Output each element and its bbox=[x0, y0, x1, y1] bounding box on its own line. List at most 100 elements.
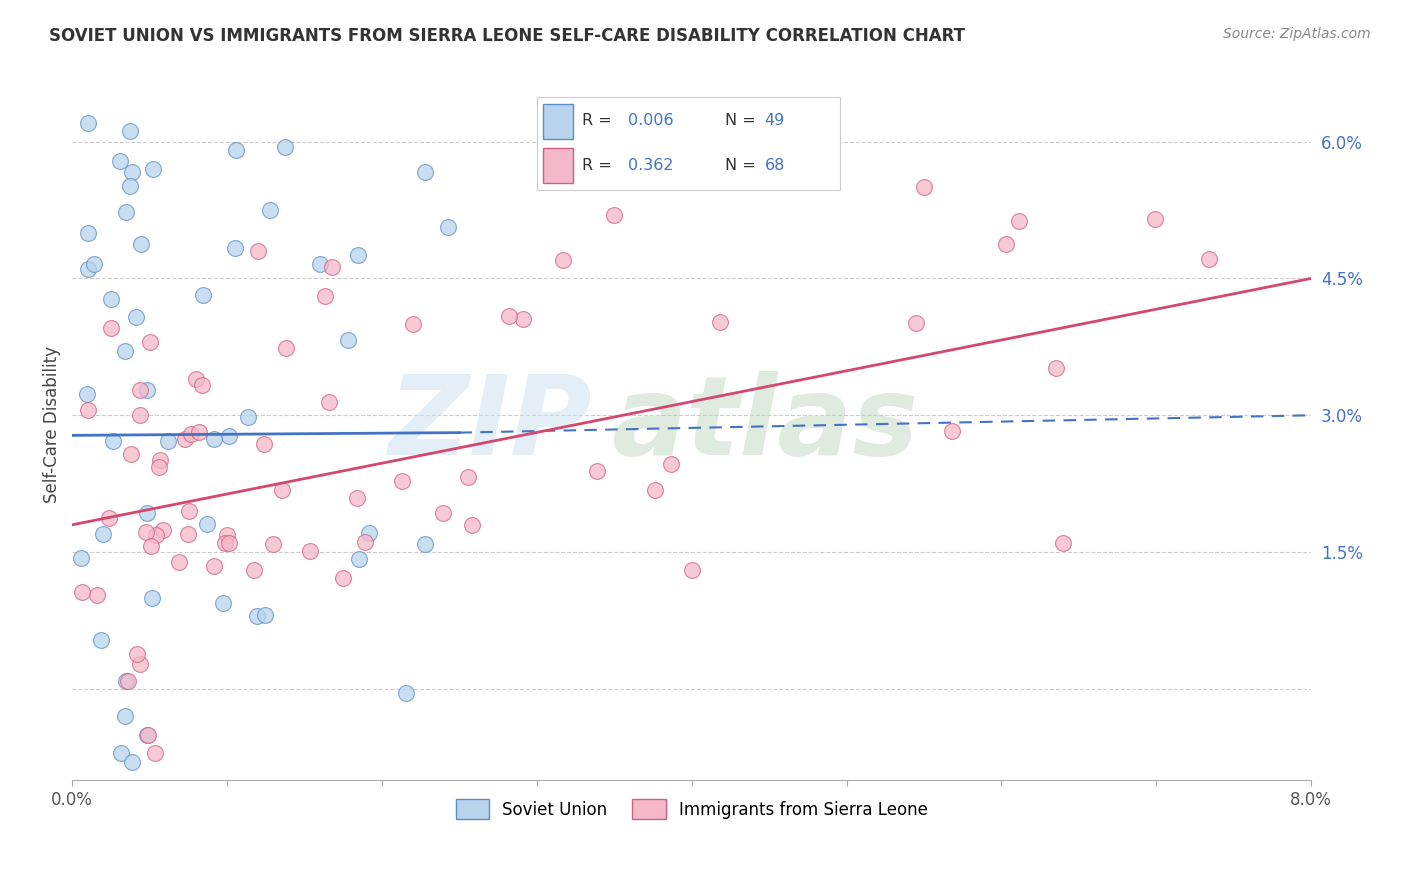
Point bbox=[413, 537, 436, 551]
Point bbox=[218, 428, 240, 442]
Point bbox=[148, 460, 170, 475]
Point bbox=[114, 344, 136, 359]
Point bbox=[136, 507, 159, 521]
Point bbox=[120, 124, 142, 138]
Point bbox=[314, 289, 336, 303]
Point bbox=[395, 685, 418, 699]
Point bbox=[457, 470, 479, 484]
Point bbox=[512, 311, 534, 326]
Point bbox=[114, 673, 136, 688]
Point bbox=[86, 588, 108, 602]
Point bbox=[120, 447, 142, 461]
Point bbox=[145, 528, 167, 542]
Point bbox=[415, 165, 437, 179]
Point bbox=[332, 571, 354, 585]
Point bbox=[346, 491, 368, 506]
Point bbox=[136, 384, 159, 398]
Point bbox=[149, 452, 172, 467]
Point bbox=[176, 526, 198, 541]
Point bbox=[118, 179, 141, 194]
Point bbox=[215, 528, 238, 542]
Point bbox=[69, 550, 91, 565]
Point bbox=[585, 465, 607, 479]
Point bbox=[259, 202, 281, 217]
Point bbox=[994, 236, 1017, 251]
Point bbox=[195, 516, 218, 531]
Text: SOVIET UNION VS IMMIGRANTS FROM SIERRA LEONE SELF-CARE DISABILITY CORRELATION CH: SOVIET UNION VS IMMIGRANTS FROM SIERRA L… bbox=[49, 27, 965, 45]
Point bbox=[224, 241, 246, 255]
Point bbox=[128, 657, 150, 671]
Point bbox=[101, 434, 124, 448]
Point bbox=[391, 475, 413, 489]
Point bbox=[357, 526, 380, 541]
Point bbox=[402, 317, 425, 331]
Point bbox=[135, 524, 157, 539]
Point bbox=[125, 310, 148, 324]
Point bbox=[276, 341, 298, 355]
Point bbox=[912, 180, 935, 194]
Text: Source: ZipAtlas.com: Source: ZipAtlas.com bbox=[1223, 27, 1371, 41]
Point bbox=[191, 288, 214, 302]
Point bbox=[136, 728, 159, 742]
Point bbox=[236, 409, 259, 424]
Point bbox=[318, 395, 340, 409]
Point bbox=[128, 408, 150, 422]
Legend: Soviet Union, Immigrants from Sierra Leone: Soviet Union, Immigrants from Sierra Leo… bbox=[449, 793, 935, 825]
Point bbox=[90, 633, 112, 648]
Point bbox=[76, 386, 98, 401]
Point bbox=[347, 248, 370, 262]
Point bbox=[76, 226, 98, 240]
Point bbox=[941, 425, 963, 439]
Text: ZIP: ZIP bbox=[389, 371, 592, 478]
Point bbox=[298, 544, 321, 558]
Point bbox=[100, 321, 122, 335]
Point bbox=[214, 536, 236, 550]
Point bbox=[321, 260, 343, 274]
Point bbox=[141, 591, 163, 606]
Point bbox=[117, 674, 139, 689]
Point bbox=[644, 483, 666, 497]
Point bbox=[190, 378, 212, 392]
Point bbox=[76, 262, 98, 277]
Point bbox=[108, 153, 131, 168]
Point bbox=[225, 143, 247, 157]
Point bbox=[1143, 211, 1166, 226]
Point bbox=[129, 237, 152, 252]
Point bbox=[72, 584, 94, 599]
Point bbox=[121, 165, 143, 179]
Point bbox=[125, 647, 148, 661]
Point bbox=[247, 244, 270, 258]
Point bbox=[349, 552, 371, 566]
Point bbox=[91, 527, 114, 541]
Point bbox=[173, 432, 195, 446]
Point bbox=[142, 162, 165, 177]
Point bbox=[136, 728, 159, 742]
Point bbox=[553, 253, 575, 268]
Point bbox=[354, 535, 377, 549]
Point bbox=[905, 316, 928, 330]
Point bbox=[337, 334, 360, 348]
Point bbox=[253, 437, 276, 451]
Point bbox=[432, 506, 454, 520]
Point bbox=[114, 709, 136, 723]
Point bbox=[271, 483, 294, 498]
Text: atlas: atlas bbox=[612, 371, 918, 478]
Point bbox=[202, 558, 225, 573]
Point bbox=[603, 208, 626, 222]
Point bbox=[187, 425, 209, 439]
Point bbox=[169, 555, 191, 569]
Point bbox=[1008, 214, 1031, 228]
Point bbox=[100, 293, 122, 307]
Y-axis label: Self-Care Disability: Self-Care Disability bbox=[44, 346, 60, 503]
Point bbox=[309, 257, 332, 271]
Point bbox=[202, 432, 225, 446]
Point bbox=[461, 517, 484, 532]
Point bbox=[180, 427, 202, 442]
Point bbox=[152, 524, 174, 538]
Point bbox=[1198, 252, 1220, 267]
Point bbox=[243, 563, 266, 577]
Point bbox=[138, 335, 160, 350]
Point bbox=[157, 434, 180, 449]
Point bbox=[274, 139, 297, 153]
Point bbox=[179, 503, 201, 517]
